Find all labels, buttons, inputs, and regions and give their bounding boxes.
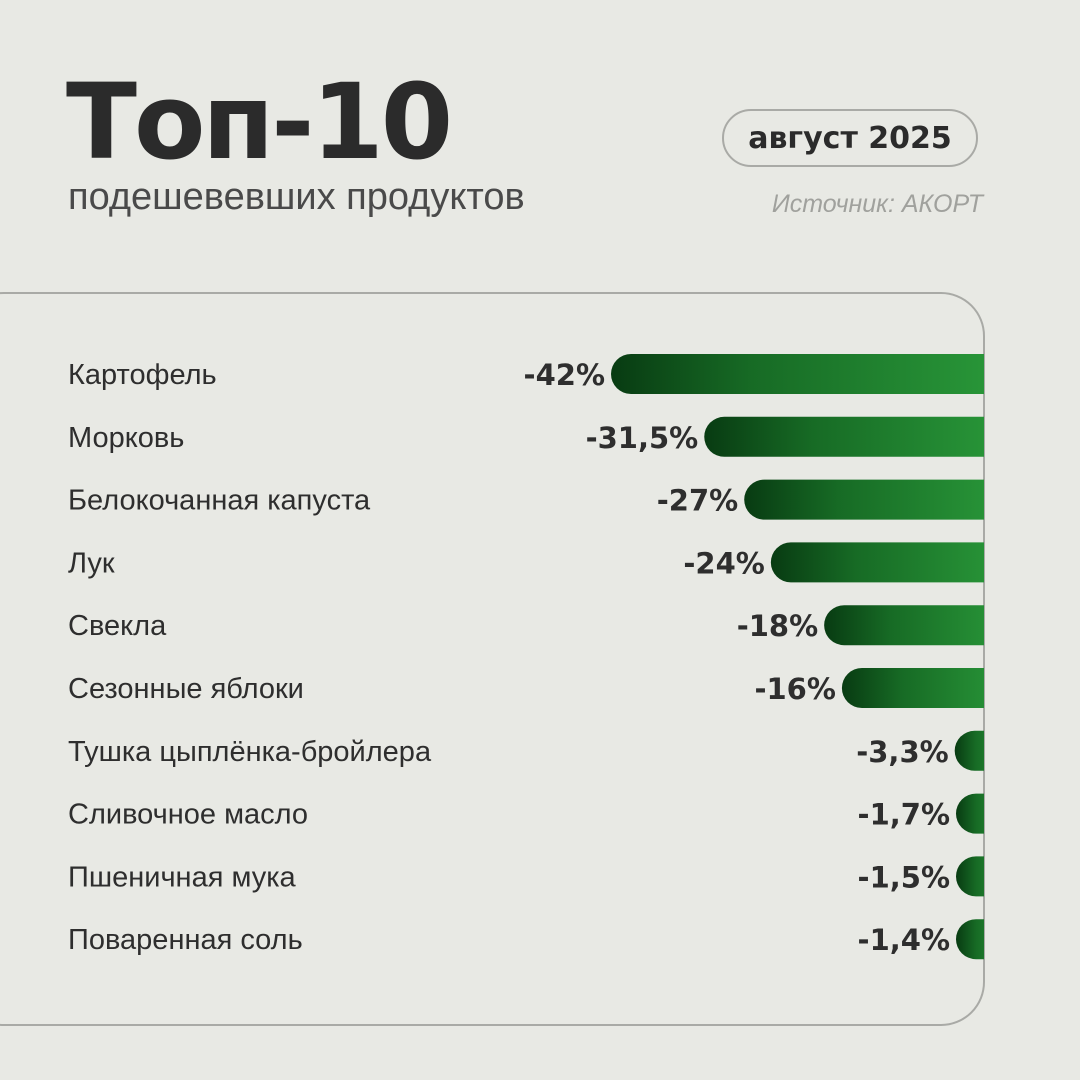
value-label: -42%: [524, 358, 605, 392]
category-label: Морковь: [68, 422, 184, 454]
value-label: -16%: [754, 672, 835, 706]
value-label: -1,5%: [858, 860, 950, 894]
category-label: Картофель: [68, 359, 217, 391]
category-label: Белокочанная капуста: [68, 485, 371, 517]
bar: [611, 354, 984, 394]
category-label: Свекла: [68, 610, 167, 642]
chart-panel: [0, 292, 985, 1026]
bar: [824, 605, 984, 646]
bar: [841, 668, 984, 708]
bar: [956, 856, 984, 897]
bar: [956, 793, 984, 834]
category-label: Сезонные яблоки: [68, 673, 304, 705]
source-note: Источник: АКОРТ: [771, 190, 983, 218]
value-label: -1,4%: [858, 923, 950, 957]
category-label: Пшеничная мука: [68, 861, 297, 893]
bars-group: [611, 354, 984, 960]
value-label: -3,3%: [856, 735, 948, 769]
value-label: -1,7%: [858, 798, 950, 832]
value-label: -31,5%: [586, 421, 699, 455]
bar: [956, 919, 984, 960]
bar: [770, 542, 984, 583]
labels-group: Картофель -42% Морковь -31,5% Белокочанная к…: [68, 358, 950, 957]
page-subtitle: подешевевших продуктов: [68, 176, 525, 218]
value-label: -18%: [737, 609, 818, 643]
category-label: Лук: [68, 547, 115, 579]
value-label: -27%: [657, 484, 738, 518]
date-badge-label: август 2025: [748, 120, 952, 156]
bar: [704, 416, 984, 457]
page-title: Топ-10: [66, 61, 453, 183]
category-label: Поваренная соль: [68, 924, 303, 956]
bar: [954, 730, 984, 771]
category-label: Сливочное масло: [68, 799, 308, 831]
date-badge: август 2025: [722, 109, 978, 167]
category-label: Тушка цыплёнка-бройлера: [68, 736, 432, 768]
bar: [744, 479, 984, 520]
value-label: -24%: [683, 546, 764, 580]
